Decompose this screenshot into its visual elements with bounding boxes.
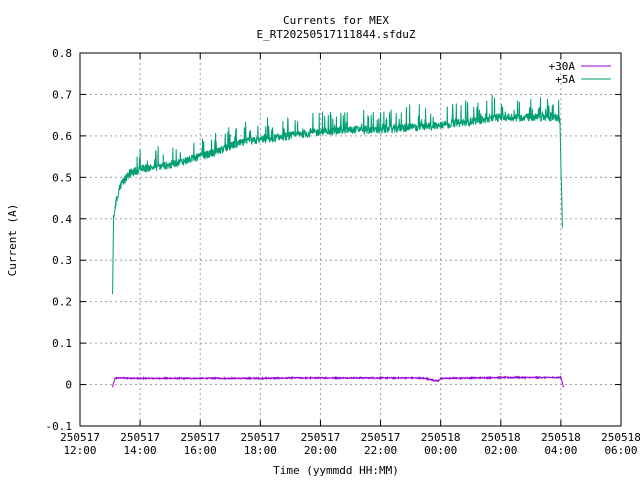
axis-ticks: -0.100.10.20.30.40.50.60.70.825051712:00… [46, 47, 640, 457]
y-tick-label: 0.7 [52, 88, 72, 101]
x-tick-time-label: 12:00 [63, 444, 96, 457]
data-point [139, 168, 141, 170]
y-axis-label: Current (A) [6, 204, 19, 277]
series-line [112, 94, 563, 294]
x-tick-date-label: 250517 [240, 431, 280, 444]
data-point [555, 116, 557, 118]
grid [80, 53, 621, 426]
data-point [555, 376, 557, 379]
chart-title: Currents for MEX [283, 14, 389, 27]
data-point [440, 124, 442, 127]
data-point [229, 145, 231, 147]
x-tick-time-label: 20:00 [304, 444, 337, 457]
y-tick-label: 0.3 [52, 254, 72, 267]
data-point [199, 377, 201, 379]
legend-label: +30A [549, 60, 576, 73]
data-point [111, 386, 114, 388]
data-point [379, 129, 382, 131]
y-tick-label: 0.1 [52, 337, 72, 350]
data-point [244, 141, 246, 143]
data-point [500, 116, 502, 118]
x-tick-date-label: 250518 [421, 431, 461, 444]
x-tick-date-label: 250517 [180, 431, 220, 444]
x-tick-time-label: 14:00 [124, 444, 157, 457]
data-point [289, 377, 291, 379]
data-point [319, 131, 322, 133]
data-point [259, 377, 261, 379]
data-point [111, 292, 114, 294]
y-tick-label: 0.4 [52, 213, 72, 226]
data-point [169, 164, 171, 166]
data-point [112, 218, 115, 220]
x-tick-time-label: 06:00 [604, 444, 637, 457]
y-tick-label: 0.8 [52, 47, 72, 60]
x-tick-date-label: 250517 [60, 431, 100, 444]
x-tick-date-label: 250518 [601, 431, 640, 444]
x-tick-time-label: 16:00 [184, 444, 217, 457]
legend-label: +5A [555, 73, 575, 86]
data-point [129, 172, 131, 174]
x-tick-time-label: 22:00 [364, 444, 397, 457]
data-point [562, 386, 564, 388]
y-tick-label: 0.5 [52, 171, 72, 184]
x-tick-date-label: 250517 [301, 431, 341, 444]
data-point [530, 116, 532, 118]
plot-frame [79, 52, 622, 427]
data-point [410, 127, 412, 129]
data-point [379, 377, 382, 379]
x-tick-time-label: 18:00 [244, 444, 277, 457]
series-plus-30a [111, 375, 564, 388]
x-tick-date-label: 250518 [481, 431, 521, 444]
data-point [139, 377, 141, 379]
x-tick-time-label: 02:00 [484, 444, 517, 457]
data-point [214, 151, 216, 154]
x-tick-date-label: 250517 [120, 431, 160, 444]
data-point [559, 118, 561, 120]
y-tick-label: 0.2 [52, 296, 72, 309]
data-point [425, 377, 427, 379]
x-tick-time-label: 04:00 [544, 444, 577, 457]
data-point [470, 120, 472, 122]
series-line [112, 375, 564, 387]
data-point [259, 139, 261, 141]
data-point [169, 377, 171, 379]
data-point [349, 377, 352, 379]
data-point [154, 166, 156, 168]
data-point [349, 129, 352, 131]
data-point [410, 377, 412, 379]
y-tick-label: 0 [65, 379, 72, 392]
y-tick-label: -0.1 [46, 420, 73, 433]
data-point [319, 377, 322, 379]
data-point [437, 380, 439, 382]
data-point [116, 377, 119, 379]
y-tick-label: 0.6 [52, 130, 72, 143]
data-point [561, 226, 563, 228]
data-point [470, 377, 472, 379]
series-plus-5a [111, 94, 563, 294]
data-point [119, 185, 121, 187]
data-point [114, 377, 116, 379]
series-layer [111, 94, 564, 388]
data-point [500, 376, 502, 379]
chart-subtitle: E_RT20250517111844.sfduZ [257, 28, 416, 41]
x-tick-date-label: 250518 [541, 431, 581, 444]
x-axis-label: Time (yymmdd HH:MM) [273, 464, 399, 477]
x-tick-date-label: 250517 [361, 431, 401, 444]
data-point [199, 156, 201, 158]
data-point [289, 135, 291, 137]
x-tick-time-label: 00:00 [424, 444, 457, 457]
data-point [184, 160, 186, 162]
data-point [560, 376, 562, 379]
data-point [229, 377, 231, 379]
data-point [114, 205, 116, 207]
data-point [530, 376, 532, 379]
legend: +30A+5A [549, 60, 611, 86]
data-point [440, 377, 442, 379]
